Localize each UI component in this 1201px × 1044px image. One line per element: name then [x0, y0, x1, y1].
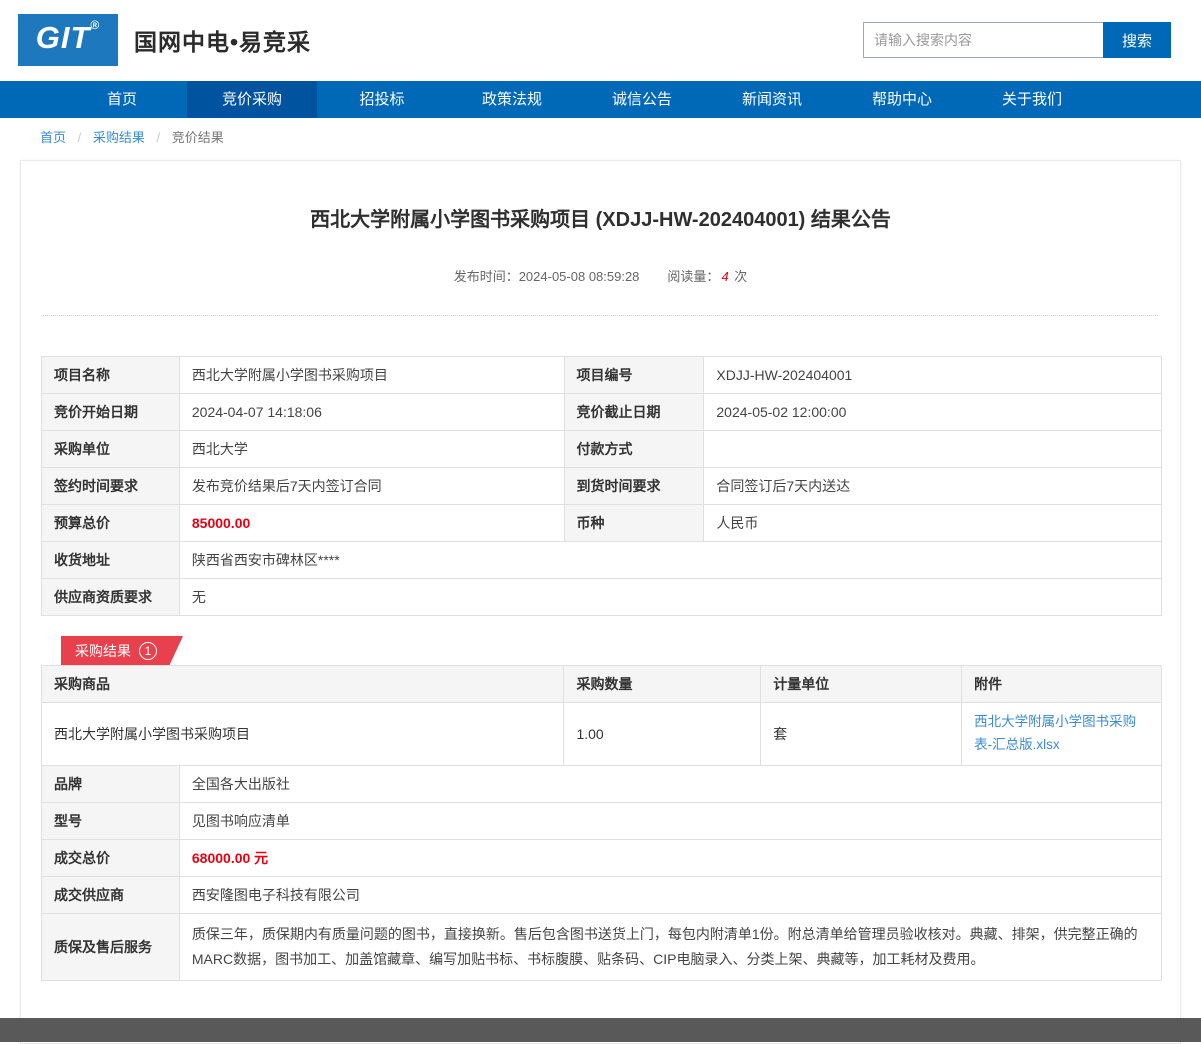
table-header-row: 采购商品 采购数量 计量单位 附件	[40, 665, 1162, 703]
breadcrumb-section-link[interactable]: 采购结果	[92, 130, 145, 145]
supplier-qualification-value: 无	[178, 578, 1163, 616]
nav-item-news[interactable]: 新闻资讯	[741, 91, 802, 108]
views-label: 阅读量：	[667, 269, 720, 284]
search-input[interactable]	[863, 22, 1103, 58]
col-header-product: 采购商品	[40, 665, 565, 703]
table-row: 采购单位 西北大学 付款方式	[41, 430, 1162, 468]
supplier-qualification-label: 供应商资质要求	[41, 578, 180, 616]
winning-supplier-value: 西安隆图电子科技有限公司	[178, 875, 1163, 914]
logo-text: GIT	[35, 20, 91, 55]
table-row: 质保及售后服务 质保三年，质保期内有质量问题的图书，直接换新。售后包含图书送货上…	[41, 912, 1163, 982]
breadcrumb-separator: /	[77, 130, 82, 145]
project-number-value: XDJJ-HW-202404001	[703, 356, 1162, 394]
procurement-result-tab: 采购结果 1	[61, 636, 183, 665]
bid-end-label: 竞价截止日期	[563, 393, 705, 431]
budget-total-label: 预算总价	[41, 504, 180, 542]
search-button[interactable]: 搜索	[1103, 22, 1171, 58]
table-row: 成交总价 68000.00 元	[41, 838, 1163, 877]
table-row: 项目名称 西北大学附属小学图书采购项目 项目编号 XDJJ-HW-2024040…	[41, 356, 1162, 394]
delivery-time-value: 合同签订后7天内送达	[703, 467, 1162, 505]
table-row: 品牌 全国各大出版社	[41, 764, 1163, 803]
model-value: 见图书响应清单	[178, 801, 1163, 840]
project-info-table: 项目名称 西北大学附属小学图书采购项目 项目编号 XDJJ-HW-2024040…	[41, 356, 1163, 616]
project-name-label: 项目名称	[41, 356, 180, 394]
product-row: 西北大学附属小学图书采购项目 1.00 套 西北大学附属小学图书采购表-汇总版.…	[40, 702, 1162, 766]
bid-end-value: 2024-05-02 12:00:00	[703, 393, 1162, 431]
nav-item-home[interactable]: 首页	[106, 91, 137, 108]
table-row: 签约时间要求 发布竞价结果后7天内签订合同 到货时间要求 合同签订后7天内送达	[41, 467, 1162, 505]
dotted-divider	[43, 315, 1158, 316]
result-tab-label: 采购结果	[75, 642, 131, 659]
currency-value: 人民币	[703, 504, 1162, 542]
table-row: 竞价开始日期 2024-04-07 14:18:06 竞价截止日期 2024-0…	[41, 393, 1162, 431]
nav-item-integrity-notices[interactable]: 诚信公告	[611, 91, 672, 108]
product-quantity-cell: 1.00	[563, 702, 762, 766]
col-header-unit: 计量单位	[760, 665, 963, 703]
shipping-address-value: 陕西省西安市碑林区****	[178, 541, 1163, 579]
main-nav: 首页 竞价采购 招投标 政策法规 诚信公告 新闻资讯 帮助中心 关于我们	[0, 81, 1201, 118]
table-row: 型号 见图书响应清单	[41, 801, 1163, 840]
nav-item-bidding-purchase[interactable]: 竞价采购	[187, 81, 317, 118]
brand-label: 品牌	[41, 764, 180, 803]
delivery-time-label: 到货时间要求	[563, 467, 705, 505]
payment-method-value	[703, 430, 1162, 468]
nav-item-help-center[interactable]: 帮助中心	[871, 91, 932, 108]
budget-total-value: 85000.00	[178, 504, 565, 542]
publish-time-value: 2024-05-08 08:59:28	[518, 269, 640, 284]
table-row: 预算总价 85000.00 币种 人民币	[41, 504, 1162, 542]
shipping-address-label: 收货地址	[41, 541, 180, 579]
views-unit: 次	[734, 269, 748, 284]
result-count-badge: 1	[139, 641, 157, 660]
project-name-value: 西北大学附属小学图书采购项目	[178, 356, 565, 394]
nav-item-policies[interactable]: 政策法规	[481, 91, 542, 108]
page-footer	[0, 1018, 1201, 1042]
page-title: 西北大学附属小学图书采购项目 (XDJJ-HW-202404001) 结果公告	[310, 209, 891, 231]
product-attachment-cell: 西北大学附属小学图书采购表-汇总版.xlsx	[961, 702, 1162, 766]
table-row: 收货地址 陕西省西安市碑林区****	[41, 541, 1163, 579]
signing-time-value: 发布竞价结果后7天内签订合同	[178, 467, 565, 505]
payment-method-label: 付款方式	[563, 430, 705, 468]
deal-total-value: 68000.00 元	[178, 838, 1163, 877]
purchaser-label: 采购单位	[41, 430, 180, 468]
col-header-attachment: 附件	[961, 665, 1162, 703]
deal-total-label: 成交总价	[41, 838, 180, 877]
bid-start-label: 竞价开始日期	[41, 393, 180, 431]
views-count: 4	[721, 269, 729, 284]
product-name-cell: 西北大学附属小学图书采购项目	[40, 702, 565, 766]
breadcrumb: 首页 / 采购结果 / 竞价结果	[0, 118, 1201, 158]
breadcrumb-separator: /	[156, 130, 161, 145]
nav-item-tendering[interactable]: 招投标	[359, 91, 405, 108]
site-header: GIT® 国网中电•易竞采 搜索	[0, 0, 1201, 80]
attachment-link[interactable]: 西北大学附属小学图书采购表-汇总版.xlsx	[974, 714, 1137, 752]
winning-supplier-label: 成交供应商	[41, 875, 180, 914]
registered-mark-icon: ®	[90, 18, 101, 32]
project-number-label: 项目编号	[563, 356, 705, 394]
site-logo[interactable]: GIT ®	[18, 14, 118, 66]
breadcrumb-home-link[interactable]: 首页	[40, 130, 67, 145]
breadcrumb-current: 竞价结果	[171, 130, 224, 145]
currency-label: 币种	[563, 504, 705, 542]
warranty-service-value: 质保三年，质保期内有质量问题的图书，直接换新。售后包含图书送货上门，每包内附清单…	[178, 912, 1163, 982]
site-brand-title: 国网中电•易竞采	[134, 29, 312, 55]
procurement-result-table: 采购商品 采购数量 计量单位 附件 西北大学附属小学图书采购项目 1.00 套 …	[40, 665, 1162, 766]
col-header-quantity: 采购数量	[563, 665, 762, 703]
publish-info: 发布时间：2024-05-08 08:59:28 阅读量： 4 次	[41, 266, 1160, 285]
purchaser-value: 西北大学	[178, 430, 565, 468]
nav-item-about-us[interactable]: 关于我们	[1001, 91, 1062, 108]
product-unit-cell: 套	[760, 702, 963, 766]
warranty-service-label: 质保及售后服务	[41, 912, 180, 982]
model-label: 型号	[41, 801, 180, 840]
table-row: 成交供应商 西安隆图电子科技有限公司	[41, 875, 1163, 914]
publish-time-label: 发布时间：	[453, 269, 519, 284]
bid-start-value: 2024-04-07 14:18:06	[178, 393, 565, 431]
result-detail-table: 品牌 全国各大出版社 型号 见图书响应清单 成交总价 68000.00 元 成交…	[41, 764, 1163, 982]
search-bar: 搜索	[863, 22, 1171, 58]
brand-value: 全国各大出版社	[178, 764, 1163, 803]
table-row: 供应商资质要求 无	[41, 578, 1163, 616]
announcement-card: 西北大学附属小学图书采购项目 (XDJJ-HW-202404001) 结果公告 …	[20, 160, 1181, 1044]
signing-time-label: 签约时间要求	[41, 467, 180, 505]
